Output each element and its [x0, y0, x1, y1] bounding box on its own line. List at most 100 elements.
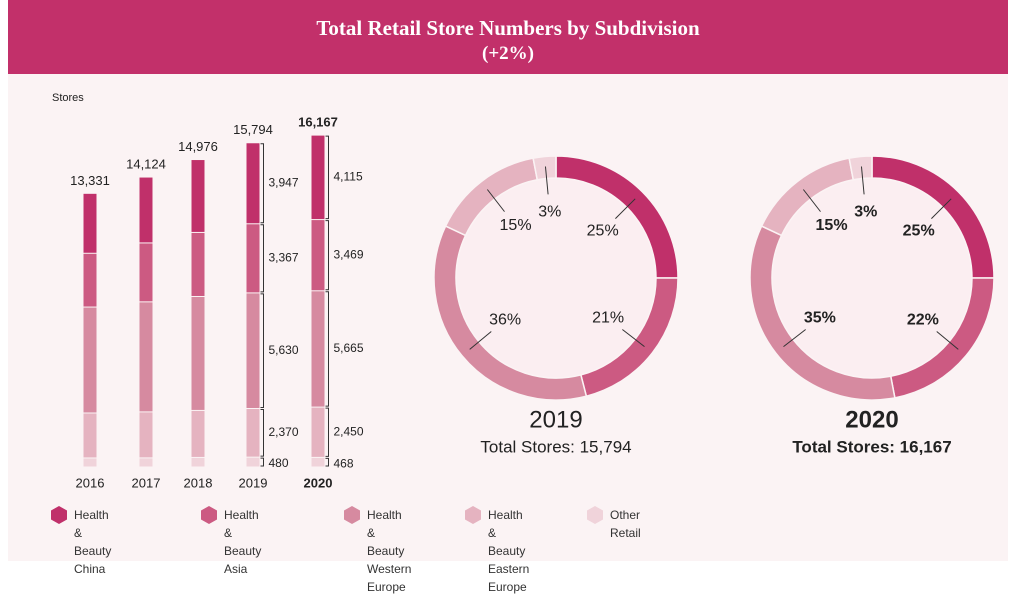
bar-segment	[246, 224, 260, 293]
legend-item: Health & Beauty China	[50, 506, 111, 578]
value-label: 3,469	[334, 247, 364, 261]
slice-label: 3%	[854, 204, 877, 221]
legend-swatch	[587, 506, 603, 524]
bar-segment	[83, 458, 97, 467]
bar-segment	[311, 220, 325, 291]
y-axis-label: Stores	[52, 92, 84, 104]
leader-line	[783, 329, 806, 348]
bar-segment	[139, 243, 153, 302]
chart: Stores13,331201614,124201714,97620184802…	[52, 92, 995, 490]
bracket	[325, 291, 329, 407]
bar-segment	[83, 307, 97, 413]
legend-label: Health & Beauty Western Europe	[367, 508, 412, 594]
leader-line	[622, 329, 645, 348]
slice-label: 3%	[538, 204, 561, 221]
value-label: 480	[269, 456, 289, 470]
bar-segment	[191, 296, 205, 410]
leader-line	[931, 198, 952, 219]
bar-segment	[191, 232, 205, 296]
bar-segment	[311, 135, 325, 220]
donut-title: 2020	[845, 406, 898, 433]
bar-segment	[311, 291, 325, 407]
page: Total Retail Store Numbers by Subdivisio…	[8, 0, 1008, 594]
donut-title: 2019	[529, 406, 582, 433]
value-label: 468	[334, 456, 354, 470]
total-label: 16,167	[298, 115, 338, 130]
total-label: 14,124	[126, 156, 166, 171]
total-label: 15,794	[233, 122, 273, 137]
x-tick-label: 2016	[76, 475, 105, 490]
subtitle: (+2%)	[482, 43, 534, 64]
legend-swatch	[344, 506, 360, 524]
donut-center	[772, 178, 972, 378]
bar-segment	[246, 143, 260, 224]
bar-segment	[191, 160, 205, 232]
bracket	[325, 220, 329, 291]
bar-segment	[83, 253, 97, 307]
x-tick-label: 2017	[132, 475, 161, 490]
bracket	[325, 407, 329, 457]
value-label: 4,115	[334, 170, 363, 184]
bracket	[260, 293, 264, 408]
value-label: 5,665	[334, 341, 364, 355]
legend-hexagon	[344, 506, 360, 524]
bracket	[260, 457, 264, 467]
x-tick-label: 2018	[184, 475, 213, 490]
slice-label: 22%	[907, 311, 939, 328]
bar-segment	[83, 413, 97, 458]
leader-line	[860, 166, 865, 195]
bracket	[260, 143, 264, 224]
legend-label: Health & Beauty China	[74, 508, 112, 576]
value-label: 3,947	[269, 175, 299, 189]
bar-segment	[83, 193, 97, 253]
value-label: 2,450	[334, 424, 364, 438]
total-label: 13,331	[70, 173, 110, 188]
donut-slice	[532, 155, 557, 181]
legend-swatch	[465, 506, 481, 524]
leader-line	[615, 198, 636, 219]
legend-hexagon	[51, 506, 67, 524]
bar-segment	[246, 408, 260, 457]
bar-segment	[139, 412, 153, 458]
legend-hexagon	[587, 506, 603, 524]
leader-line	[469, 331, 492, 350]
value-label: 3,367	[269, 251, 299, 265]
bar-segment	[246, 457, 260, 467]
bracket	[260, 408, 264, 457]
legend-hexagon	[465, 506, 481, 524]
total-label: 14,976	[178, 139, 218, 154]
bar-segment	[139, 302, 153, 412]
slice-label: 25%	[903, 223, 935, 240]
slice-label: 21%	[592, 310, 624, 327]
header: Total Retail Store Numbers by Subdivisio…	[8, 0, 1008, 74]
leader-line	[486, 189, 505, 212]
slice-label: 15%	[500, 217, 532, 234]
legend-label: Health & Beauty Eastern Europe	[488, 508, 530, 594]
bracket	[325, 135, 329, 220]
legend-item: Other Retail	[586, 506, 641, 542]
bar-segment	[246, 293, 260, 408]
donut-subtitle: Total Stores: 15,794	[480, 437, 631, 456]
bar-segment	[191, 457, 205, 467]
bar-segment	[139, 177, 153, 243]
legend-swatch	[201, 506, 217, 524]
title: Total Retail Store Numbers by Subdivisio…	[316, 16, 700, 40]
legend-item: Health & Beauty Eastern Europe	[464, 506, 529, 596]
donut-subtitle: Total Stores: 16,167	[792, 437, 951, 456]
leader-line	[936, 331, 959, 350]
leader-line	[802, 189, 821, 212]
bracket	[260, 224, 264, 293]
bar-segment	[311, 407, 325, 457]
bar-segment	[139, 458, 153, 467]
legend-swatch	[51, 506, 67, 524]
donut-slice	[848, 155, 873, 181]
slice-label: 25%	[587, 223, 619, 240]
x-tick-label: 2020	[304, 475, 333, 490]
x-tick-label: 2019	[239, 475, 268, 490]
value-label: 2,370	[269, 425, 299, 439]
legend-hexagon	[201, 506, 217, 524]
legend-label: Health & Beauty Asia	[224, 508, 262, 576]
value-label: 5,630	[269, 343, 299, 357]
donut-center	[456, 178, 656, 378]
slice-label: 35%	[804, 310, 836, 327]
